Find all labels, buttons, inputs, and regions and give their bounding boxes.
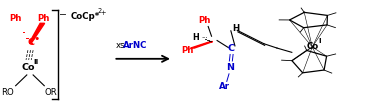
Text: I: I xyxy=(318,37,321,43)
Text: N: N xyxy=(226,63,234,72)
Text: RO: RO xyxy=(1,88,14,97)
Text: •: • xyxy=(33,34,39,44)
Text: +: + xyxy=(100,9,106,15)
Text: OR: OR xyxy=(45,88,57,97)
Polygon shape xyxy=(191,42,213,48)
Text: H: H xyxy=(192,33,199,42)
Text: II: II xyxy=(34,59,39,65)
Text: H: H xyxy=(232,24,239,33)
Text: Ph: Ph xyxy=(37,14,50,23)
Text: ···: ··· xyxy=(201,35,208,41)
Polygon shape xyxy=(29,23,45,43)
Text: Ar: Ar xyxy=(219,82,231,91)
Text: xs: xs xyxy=(115,41,125,50)
Text: −: − xyxy=(59,9,67,18)
Text: Ph: Ph xyxy=(9,14,22,23)
Text: CoCp*: CoCp* xyxy=(71,12,100,21)
Text: C: C xyxy=(27,38,34,47)
Text: Ph: Ph xyxy=(198,16,211,25)
Text: Co: Co xyxy=(306,43,318,51)
Text: Ph: Ph xyxy=(181,46,194,55)
Text: C: C xyxy=(228,43,235,53)
Text: Co: Co xyxy=(22,63,36,72)
Text: ArNC: ArNC xyxy=(123,41,147,50)
Text: 2: 2 xyxy=(98,9,102,14)
